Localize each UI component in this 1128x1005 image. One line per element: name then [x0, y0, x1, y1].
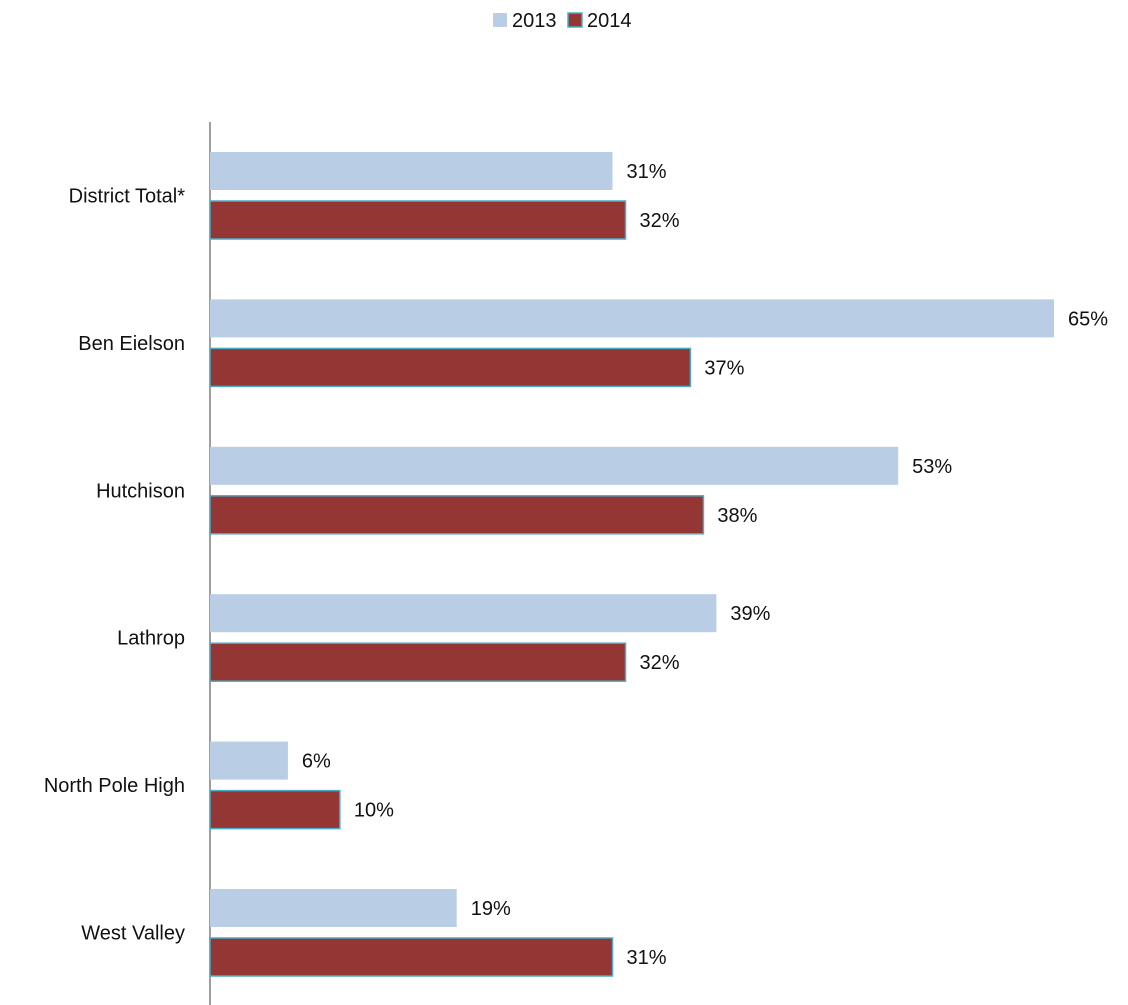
bar-2014-district-total: [209, 200, 627, 240]
data-label: 53%: [912, 456, 952, 478]
data-label: 6%: [302, 751, 331, 773]
category-labels: District Total* Ben Eielson Hutchison Lathr…: [44, 186, 185, 945]
category-label: North Pole High: [44, 775, 185, 797]
legend: 2013 2014: [493, 10, 632, 32]
data-label: 39%: [730, 603, 770, 625]
bar-2013-ben-eielson: [210, 299, 1054, 338]
bar-2014-ben-eielson: [209, 347, 692, 388]
data-label: 10%: [354, 800, 394, 822]
bar-2014-lathrop: [209, 642, 627, 682]
data-label: 37%: [704, 357, 744, 379]
data-label: 65%: [1068, 308, 1108, 330]
data-label: 31%: [627, 161, 667, 183]
bar-2013-north-pole-high: [210, 741, 288, 780]
bar-2013-lathrop: [210, 594, 717, 633]
category-label: Ben Eielson: [78, 333, 185, 355]
bar-2013-west-valley: [210, 889, 457, 927]
legend-swatch-2014: [567, 12, 583, 28]
bars: [209, 152, 1054, 977]
category-label: West Valley: [81, 923, 185, 945]
category-label: District Total*: [69, 186, 186, 208]
bar-2014-north-pole-high: [209, 789, 341, 830]
data-label: 32%: [640, 652, 680, 674]
legend-label-2014: 2014: [587, 10, 632, 32]
legend-label-2013: 2013: [512, 10, 557, 32]
category-label: Lathrop: [117, 628, 185, 650]
data-label: 19%: [471, 898, 511, 920]
bar-2014-hutchison: [209, 495, 705, 535]
bar-2014-west-valley: [209, 937, 614, 977]
value-labels: 31% 32% 65% 37% 53% 38% 39% 32% 6% 10% 19% 31%: [302, 161, 1108, 969]
data-label: 38%: [717, 505, 757, 527]
legend-swatch-2013: [493, 13, 507, 27]
bar-2013-district-total: [210, 152, 613, 190]
data-label: 31%: [627, 947, 667, 969]
bar-2013-hutchison: [210, 446, 899, 485]
category-label: Hutchison: [96, 480, 185, 502]
data-label: 32%: [640, 210, 680, 232]
